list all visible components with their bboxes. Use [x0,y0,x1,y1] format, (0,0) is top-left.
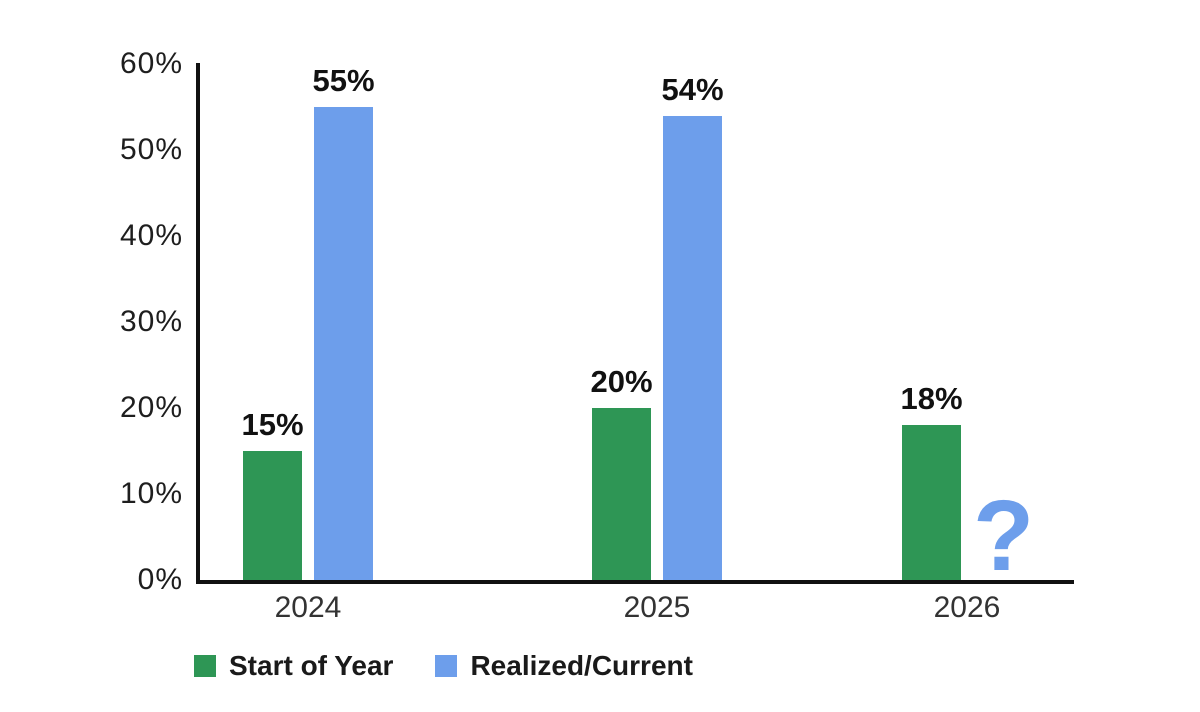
legend-label-realized-current: Realized/Current [470,650,693,681]
legend-item-start-of-year: Start of Year [194,650,393,682]
legend-swatch-blue-icon [435,655,458,677]
chart-legend: Start of Year Realized/Current [194,650,735,682]
y-tick-label: 0% [137,563,183,596]
bar-start-of-year-2024 [243,451,302,580]
y-tick-label: 20% [119,391,183,424]
bar-realized-current-2024 [314,107,373,580]
bar-realized-current-2025 [663,116,722,580]
bar-value-label-start-of-year-2024: 15% [241,407,304,442]
bar-value-label-start-of-year-2025: 20% [590,364,653,399]
bar-start-of-year-2025 [592,408,651,580]
bar-value-label-realized-current-2024: 55% [312,63,375,98]
bar-value-label-realized-current-2025: 54% [661,72,724,107]
legend-swatch-green-icon [194,655,216,677]
legend-item-realized-current: Realized/Current [435,650,693,682]
legend-label-start-of-year: Start of Year [229,650,394,681]
missing-value-question-mark: ? [973,480,1035,592]
bar-start-of-year-2026 [902,425,961,580]
y-tick-label: 10% [119,477,183,510]
y-tick-label: 60% [119,47,183,80]
x-tick-label-2025: 2025 [623,591,691,624]
x-axis-line [196,580,1074,584]
y-tick-label: 40% [119,219,183,252]
x-tick-label-2024: 2024 [274,591,342,624]
y-tick-label: 50% [119,133,183,166]
x-tick-label-2026: 2026 [933,591,1001,624]
y-tick-label: 30% [119,305,183,338]
y-axis-line [196,63,200,584]
bar-value-label-start-of-year-2026: 18% [900,381,963,416]
